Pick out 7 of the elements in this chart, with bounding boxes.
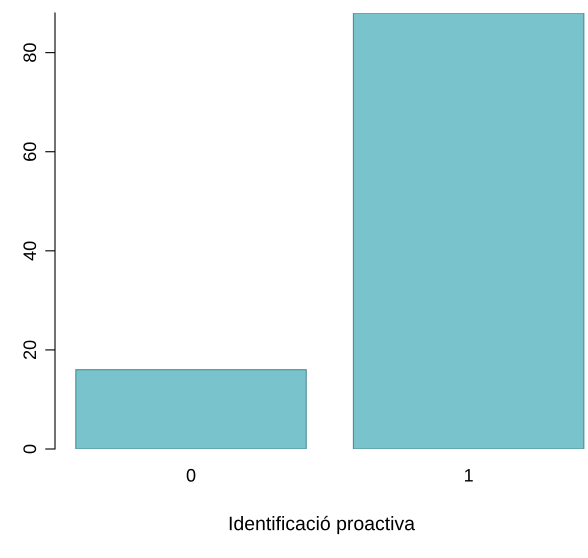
x-axis-title: Identificació proactiva bbox=[230, 516, 415, 534]
y-tick-label: 60 bbox=[23, 142, 36, 161]
y-tick-label: 40 bbox=[23, 241, 36, 260]
y-tick-label: 80 bbox=[23, 43, 36, 62]
y-tick-label: 20 bbox=[23, 340, 36, 360]
x-tick-label: 1 bbox=[464, 469, 473, 482]
y-tick-label: 0 bbox=[23, 444, 36, 454]
